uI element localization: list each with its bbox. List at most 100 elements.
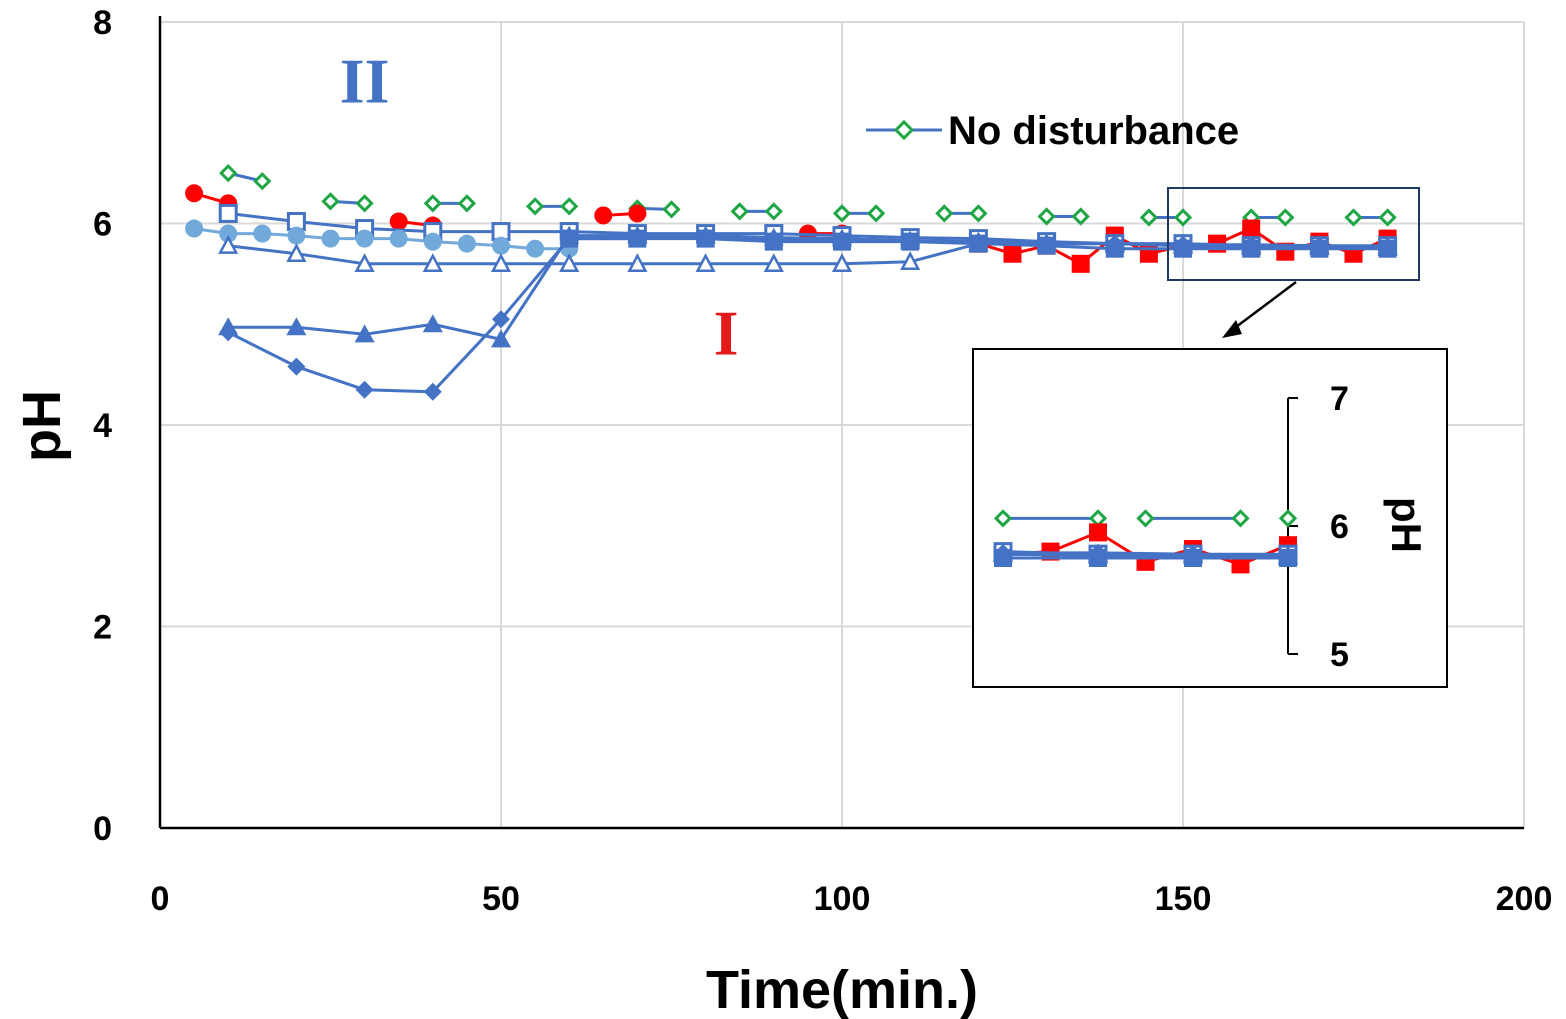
x-axis-label: Time(min.): [706, 960, 978, 1019]
series-5-point-9: [831, 253, 853, 273]
series-5-point-10: [900, 251, 921, 271]
series-4-point-1: [219, 224, 238, 243]
series-7-line: [227, 236, 1388, 394]
region-label-0: II: [340, 46, 390, 117]
series-7-point-4: [492, 310, 510, 329]
series-0-point-1: [253, 172, 272, 191]
inset-tick-label-6: 6: [1330, 508, 1349, 546]
series-6-point-3: [422, 314, 443, 333]
series-5-point-4: [490, 253, 512, 273]
series-1-point-0: [185, 184, 204, 203]
inset-series-0-point-2: [1136, 509, 1155, 528]
series-5-point-5: [559, 253, 580, 273]
inset-series-0: [993, 509, 1298, 528]
series-8: [560, 229, 1397, 258]
series-7-point-0: [219, 323, 238, 342]
series-4-point-2: [253, 224, 272, 243]
series-layer: [185, 164, 1398, 401]
series-0-point-15: [969, 204, 988, 223]
series-8-point-0: [560, 229, 579, 248]
series-8-point-9: [1174, 239, 1192, 258]
series-1-point-2: [389, 212, 408, 231]
series-6-point-4: [491, 329, 511, 348]
series-8-point-7: [1037, 236, 1056, 255]
inset-series-8: [994, 549, 1297, 567]
inset-series-8-point-0: [994, 549, 1012, 567]
x-tick-label-0: 0: [151, 880, 170, 918]
y-tick-labels: 0 2 4 6 8: [93, 4, 112, 848]
series-0-point-11: [764, 202, 783, 221]
series-4-point-5: [355, 229, 374, 248]
region-annotations: III: [340, 46, 739, 369]
x-tick-labels: 0 50 100 150 200: [151, 880, 1553, 918]
series-4-point-6: [389, 229, 408, 248]
region-label-1: I: [714, 297, 739, 368]
y-tick-label-6: 6: [93, 206, 112, 244]
zoom-region-box: [1167, 187, 1420, 281]
x-tick-label-200: 200: [1496, 880, 1553, 918]
series-7-point-3: [423, 382, 442, 401]
series-4-point-9: [492, 236, 510, 255]
series-0-point-19: [1173, 208, 1193, 227]
series-4-point-0: [185, 219, 204, 238]
series-5-point-7: [695, 253, 716, 273]
series-0-point-4: [423, 194, 442, 213]
series-4-point-10: [526, 239, 545, 258]
series-8-point-8: [1105, 239, 1124, 258]
inset-series-2-point-5: [1231, 555, 1250, 574]
series-1-point-4: [594, 206, 613, 225]
legend: No disturbance: [866, 109, 1239, 153]
series-0: [219, 164, 1397, 227]
series-0-point-5: [457, 194, 477, 213]
series-0-point-18: [1139, 208, 1159, 227]
series-3-point-0: [218, 203, 238, 223]
series-8-point-12: [1378, 239, 1397, 258]
grid-lines: [160, 21, 1525, 828]
zoom-arrowhead: [1222, 320, 1242, 338]
series-1-point-5: [628, 204, 647, 223]
series-5-point-3: [422, 253, 443, 273]
zoom-arrow: [1231, 281, 1297, 331]
inset-series-2-point-2: [1089, 523, 1107, 542]
inset-series-0-point-4: [1278, 509, 1298, 528]
y-axis-label: pH: [12, 390, 72, 462]
inset-chart: 5 6 7 pH: [972, 348, 1448, 688]
y-tick-label-0: 0: [93, 810, 112, 848]
series-5-point-8: [763, 253, 784, 273]
series-4-point-8: [457, 234, 476, 253]
series-7-point-1: [287, 357, 306, 376]
series-0-point-3: [355, 194, 374, 213]
series-0-point-6: [525, 197, 545, 216]
series-4-point-7: [423, 232, 442, 251]
series-5-point-1: [286, 243, 307, 262]
x-tick-label-50: 50: [482, 880, 520, 918]
x-tick-label-150: 150: [1155, 880, 1212, 918]
zoom-indicator: [1167, 187, 1420, 338]
series-0-point-10: [730, 202, 749, 221]
series-0-point-0: [219, 164, 238, 183]
y-tick-label-4: 4: [93, 407, 112, 445]
legend-marker: [893, 119, 915, 141]
axes: [158, 16, 1524, 830]
y-tick-label-2: 2: [93, 609, 112, 647]
inset-series-8-point-2: [1184, 549, 1202, 567]
series-0-point-16: [1037, 207, 1056, 226]
inset-tick-label-5: 5: [1330, 636, 1349, 674]
inset-tick-label-7: 7: [1330, 380, 1349, 418]
series-0-point-22: [1344, 208, 1363, 227]
inset-series-0-point-0: [993, 509, 1013, 528]
series-5-point-0: [218, 235, 239, 254]
series-8-point-1: [628, 229, 647, 248]
inset-y-axis: 5 6 7: [1287, 380, 1349, 674]
series-0-point-13: [866, 204, 886, 223]
series-2-point-1: [1003, 244, 1022, 263]
inset-series-layer: [992, 509, 1299, 574]
inset-series-8-point-3: [1279, 549, 1297, 567]
series-0-point-9: [662, 200, 681, 219]
series-8-point-6: [969, 234, 988, 253]
series-4: [185, 219, 579, 258]
series-0-point-21: [1276, 208, 1295, 227]
series-0-point-2: [321, 192, 340, 211]
series-7-point-2: [355, 380, 374, 399]
